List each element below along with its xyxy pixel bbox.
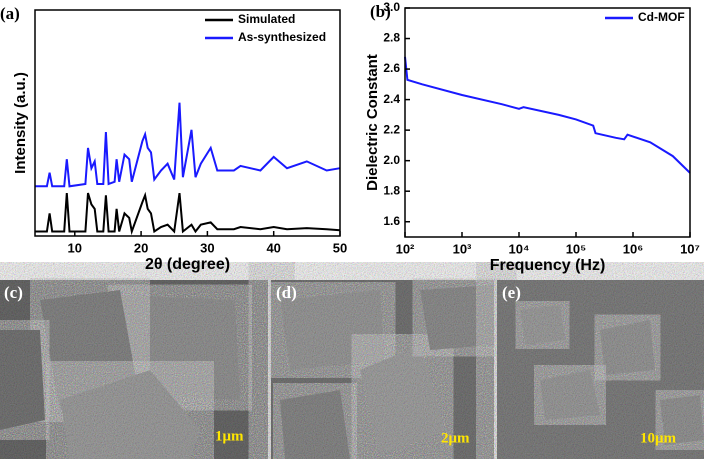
panel-label: (a) bbox=[0, 4, 20, 23]
x-tick-label: 10³ bbox=[453, 241, 472, 256]
chart: (b) 10² 10³ 10⁴ 10⁵ 10⁶ 10⁷ 1.6 1.8 2.0 2.2 2.4 2.6 2… bbox=[364, 0, 700, 274]
sem-image-e: (e) 10μm bbox=[497, 280, 704, 459]
y-tick-label: 2.8 bbox=[383, 31, 400, 45]
sem-image-d: (d) 2μm bbox=[271, 280, 494, 459]
y-tick-label: 2.2 bbox=[383, 122, 400, 136]
chart: (a) 10 20 30 40 50 2θ (degree) Intensity (a.u.)… bbox=[0, 4, 347, 273]
y-tick-label: 1.8 bbox=[383, 183, 400, 197]
y-tick-label: 2.6 bbox=[383, 61, 400, 75]
x-tick-label: 30 bbox=[200, 240, 214, 255]
series-line bbox=[35, 191, 341, 236]
x-tick-label: 10 bbox=[68, 240, 82, 255]
x-tick-label: 10² bbox=[396, 241, 415, 256]
y-tick-label: 2.0 bbox=[383, 153, 400, 167]
panel-label: (b) bbox=[370, 2, 391, 21]
legend-label: As-synthesized bbox=[238, 30, 326, 44]
x-axis-label: Frequency (Hz) bbox=[490, 257, 606, 274]
y-tick-label: 1.6 bbox=[383, 214, 400, 228]
panel-label: (c) bbox=[4, 283, 23, 302]
x-tick-label: 20 bbox=[134, 240, 148, 255]
plot-frame bbox=[404, 7, 691, 238]
y-axis-label: Dielectric Constant bbox=[364, 54, 381, 191]
x-tick-label: 10⁷ bbox=[680, 241, 700, 256]
legend-label: Cd-MOF bbox=[638, 10, 685, 24]
x-tick-label: 50 bbox=[333, 240, 347, 255]
sem-image-c: (c) 1μm bbox=[0, 280, 268, 459]
scale-bar: 10μm bbox=[640, 430, 677, 446]
x-tick-label: 10⁵ bbox=[566, 241, 587, 256]
scale-bar: 1μm bbox=[215, 428, 244, 444]
series-line bbox=[404, 56, 691, 174]
series-line bbox=[35, 102, 341, 188]
y-axis-label: Intensity (a.u.) bbox=[12, 72, 29, 174]
x-axis-label: 2θ (degree) bbox=[145, 256, 230, 273]
y-tick-label: 3.0 bbox=[383, 0, 400, 14]
scale-bar: 2μm bbox=[441, 430, 470, 446]
panel-label: (d) bbox=[276, 283, 297, 302]
panel-label: (e) bbox=[502, 283, 521, 302]
plot-frame bbox=[34, 9, 341, 237]
x-tick-label: 10⁶ bbox=[623, 241, 643, 256]
legend-label: Simulated bbox=[238, 12, 295, 26]
x-tick-label: 10⁴ bbox=[509, 241, 530, 256]
x-tick-label: 40 bbox=[266, 240, 280, 255]
y-tick-label: 2.4 bbox=[383, 92, 400, 106]
